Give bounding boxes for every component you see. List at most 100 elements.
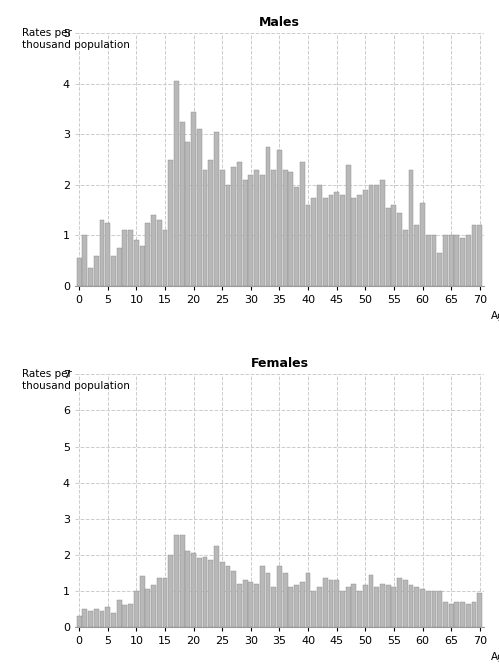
Bar	[420, 589, 425, 627]
Bar	[140, 245, 145, 286]
Bar	[77, 258, 81, 286]
Bar	[214, 546, 219, 627]
Bar	[414, 225, 419, 286]
Bar	[140, 576, 145, 627]
Bar	[77, 616, 81, 627]
Text: Age: Age	[491, 311, 499, 321]
Bar	[174, 81, 179, 286]
Bar	[122, 606, 127, 627]
Bar	[426, 235, 431, 286]
Bar	[226, 185, 231, 286]
Bar	[243, 180, 248, 286]
Bar	[231, 571, 236, 627]
Bar	[191, 111, 196, 286]
Bar	[357, 591, 362, 627]
Bar	[328, 195, 333, 286]
Bar	[197, 558, 202, 627]
Bar	[168, 555, 173, 627]
Bar	[128, 604, 133, 627]
Bar	[82, 235, 87, 286]
Bar	[391, 587, 396, 627]
Bar	[214, 132, 219, 286]
Bar	[283, 573, 287, 627]
Bar	[414, 587, 419, 627]
Bar	[117, 600, 122, 627]
Bar	[455, 602, 459, 627]
Bar	[403, 580, 408, 627]
Bar	[288, 172, 293, 286]
Bar	[449, 235, 454, 286]
Bar	[478, 593, 482, 627]
Bar	[186, 551, 190, 627]
Bar	[420, 203, 425, 286]
Bar	[380, 180, 385, 286]
Bar	[305, 573, 310, 627]
Bar	[88, 268, 93, 286]
Bar	[409, 586, 414, 627]
Bar	[460, 238, 465, 286]
Bar	[145, 223, 150, 286]
Bar	[363, 190, 368, 286]
Bar	[334, 193, 339, 286]
Bar	[226, 566, 231, 627]
Title: Males: Males	[259, 17, 300, 29]
Bar	[300, 162, 305, 286]
Bar	[363, 586, 368, 627]
Bar	[100, 220, 104, 286]
Bar	[455, 235, 459, 286]
Bar	[288, 587, 293, 627]
Bar	[134, 241, 139, 286]
Bar	[472, 602, 477, 627]
Bar	[209, 159, 213, 286]
Bar	[478, 225, 482, 286]
Title: Females: Females	[250, 358, 308, 370]
Bar	[203, 170, 208, 286]
Bar	[317, 185, 322, 286]
Bar	[254, 584, 259, 627]
Bar	[403, 230, 408, 286]
Bar	[117, 248, 122, 286]
Bar	[105, 223, 110, 286]
Bar	[397, 578, 402, 627]
Bar	[311, 197, 316, 286]
Bar	[369, 575, 373, 627]
Bar	[432, 235, 437, 286]
Bar	[88, 611, 93, 627]
Bar	[105, 607, 110, 627]
Bar	[134, 591, 139, 627]
Bar	[157, 220, 162, 286]
Text: Rates per
thousand population: Rates per thousand population	[21, 28, 130, 50]
Bar	[163, 578, 168, 627]
Bar	[231, 167, 236, 286]
Text: Age: Age	[491, 652, 499, 662]
Bar	[186, 142, 190, 286]
Bar	[472, 225, 477, 286]
Bar	[426, 591, 431, 627]
Bar	[340, 591, 345, 627]
Bar	[409, 170, 414, 286]
Bar	[94, 609, 99, 627]
Bar	[351, 197, 356, 286]
Bar	[191, 553, 196, 627]
Bar	[168, 159, 173, 286]
Bar	[449, 604, 454, 627]
Bar	[111, 255, 116, 286]
Bar	[386, 207, 391, 286]
Bar	[397, 213, 402, 286]
Text: Rates per
thousand population: Rates per thousand population	[21, 370, 130, 391]
Bar	[94, 255, 99, 286]
Bar	[466, 235, 471, 286]
Bar	[237, 162, 242, 286]
Bar	[82, 609, 87, 627]
Bar	[391, 205, 396, 286]
Bar	[323, 578, 328, 627]
Bar	[209, 560, 213, 627]
Bar	[243, 580, 248, 627]
Bar	[311, 591, 316, 627]
Bar	[260, 566, 264, 627]
Bar	[374, 185, 379, 286]
Bar	[151, 215, 156, 286]
Bar	[437, 253, 442, 286]
Bar	[260, 175, 264, 286]
Bar	[437, 591, 442, 627]
